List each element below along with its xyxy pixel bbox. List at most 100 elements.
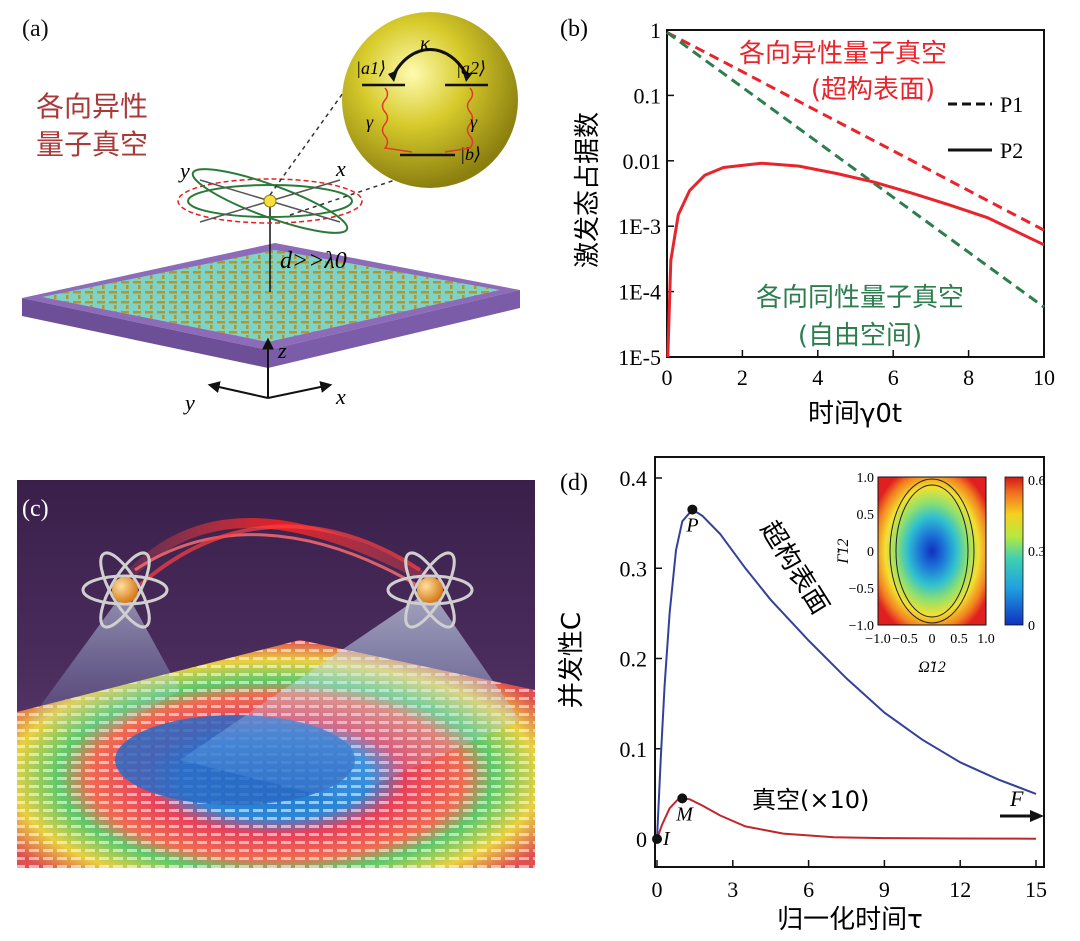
b-series-line-1 <box>666 31 1045 309</box>
panel-b-label: (b) <box>560 16 588 42</box>
inset-ytick-label: −0.5 <box>849 582 874 597</box>
distance-label: d>>λ0 <box>280 248 347 274</box>
d-point-I <box>652 834 662 844</box>
inset-ytick-label: 1.0 <box>857 471 875 486</box>
b-series-line-2 <box>666 161 1045 358</box>
panel-d-xlabel: 归一化时间τ <box>777 905 923 935</box>
legend-p2-label: P2 <box>1000 138 1023 163</box>
d-series-line-0 <box>656 508 1037 840</box>
ket-a1-label: |a1⟩ <box>356 58 386 78</box>
d-ytick-label: 0.4 <box>620 466 648 491</box>
b-ytick-label: 1E-3 <box>618 214 661 239</box>
axis-x-bottom-label: x <box>335 384 346 409</box>
panel-d-arrow-f-label: F <box>1009 786 1024 811</box>
panel-d-label: (d) <box>560 470 588 496</box>
panel-a-label: (a) <box>22 16 49 42</box>
cbar-tick-0: 0.6 <box>1028 474 1046 489</box>
d-ytick-label: 0 <box>636 827 647 852</box>
b-xtick-label: 2 <box>737 365 748 390</box>
d-xtick-label: 0 <box>652 877 663 902</box>
panel-d-arrow-f-head <box>1030 810 1044 822</box>
d-xtick-label: 3 <box>727 877 738 902</box>
panel-b-aniso-line2: (超构表面) <box>811 75 935 105</box>
d-xtick-label: 12 <box>949 877 971 902</box>
atom-orbits <box>177 168 363 234</box>
d-point-P <box>687 504 698 515</box>
metasurface-slab <box>22 243 520 368</box>
panel-a-vacuum-line2: 量子真空 <box>36 128 148 161</box>
axis-z-label: z <box>277 338 287 363</box>
b-ytick-label: 1E-5 <box>618 345 661 370</box>
panel-d-ylabel: 并发性C <box>557 612 587 708</box>
inset-contour-outer <box>889 478 975 624</box>
d-point-label-M: M <box>675 803 694 825</box>
inset-contour-inner <box>895 484 969 618</box>
panel-b-frame <box>666 29 1045 358</box>
inset-xlabel: Ω̃12 <box>918 659 946 676</box>
panel-b-xlabel: 时间γ0t <box>808 399 902 429</box>
legend-p1-label: P1 <box>1000 92 1023 117</box>
inset-ytick-label: 0 <box>867 545 874 560</box>
b-xtick-label: 6 <box>888 365 899 390</box>
b-series-line-0 <box>666 31 1045 232</box>
inset-xtick-label: 0 <box>929 632 936 647</box>
cbar-tick-2: 0 <box>1028 619 1035 634</box>
inset-ylabel: Γ̃12 <box>835 538 852 564</box>
kappa-label: κ <box>420 33 430 55</box>
cbar-tick-1: 0.3 <box>1028 545 1046 560</box>
inset-xtick-label: −1.0 <box>865 632 890 647</box>
decay-wave-right <box>444 87 474 153</box>
panel-b-iso-line2: (自由空间) <box>798 321 922 351</box>
b-xtick-label: 8 <box>963 365 974 390</box>
atom-right <box>386 551 474 629</box>
panel-c: (c) <box>17 480 535 868</box>
d-xtick-label: 15 <box>1025 877 1047 902</box>
inset-heat-area <box>878 477 986 625</box>
panel-d-frame <box>654 456 1045 868</box>
inset-xtick-label: −0.5 <box>892 632 917 647</box>
panel-b-ylabel: 激发态占据数 <box>573 112 603 268</box>
coupling-arrow <box>390 48 470 79</box>
b-ytick-label: 1E-4 <box>618 280 661 305</box>
inset-colorbar <box>1004 476 1024 626</box>
level-diagram-sphere <box>342 12 518 188</box>
decay-wave-left <box>381 87 413 153</box>
entanglement-wave <box>126 517 433 585</box>
b-ytick-label: 1 <box>650 18 661 43</box>
atom-left <box>81 551 169 629</box>
axis-y-top-label: y <box>178 158 190 183</box>
b-xtick-label: 10 <box>1033 365 1055 390</box>
panel-d-vacuum-label: 真空(×10) <box>752 786 869 814</box>
b-ytick-label: 0.1 <box>634 83 662 108</box>
inset-heatmap: 0.6 0.3 0 −1.0 −0.5 0 0.5 1.01.00.50−0.5−1.0… <box>835 471 1046 676</box>
axis-x-top-label: x <box>335 156 346 181</box>
d-xtick-label: 9 <box>879 877 890 902</box>
b-ytick-label: 0.01 <box>623 149 662 174</box>
panel-a: (a) 各向异性 量子真空 z x y d>>λ0 <box>22 12 520 415</box>
panel-d-metasurface-label: 超构表面 <box>754 516 835 620</box>
inset-xtick-label: 1.0 <box>977 632 995 647</box>
d-series-line-1 <box>656 797 1037 840</box>
panel-c-label: (c) <box>22 496 49 522</box>
b-xtick-label: 4 <box>812 365 823 390</box>
ket-a2-label: |a2⟩ <box>456 58 486 78</box>
gamma-left-label: γ <box>366 112 374 132</box>
panel-b-chart: (b) 0 2 4 6 8 10 1 0.1 0.01 1E-3 1E-4 1E-5 激发态占据数 时… <box>560 16 1055 429</box>
d-xtick-label: 6 <box>803 877 814 902</box>
axis-y-bottom-label: y <box>183 390 195 415</box>
d-ytick-label: 0.3 <box>620 556 648 581</box>
d-point-label-I: I <box>662 828 671 850</box>
inset-frame <box>877 476 987 626</box>
d-ytick-label: 0.2 <box>620 647 648 672</box>
gamma-right-label: γ <box>470 112 478 132</box>
d-point-M <box>677 793 688 804</box>
inset-xtick-label: 0.5 <box>950 632 968 647</box>
slab-axes <box>207 337 333 399</box>
panel-d-chart: (d) 0 3 6 9 12 15 0 0.1 0.2 0.3 0.4 P MI 并发性C 归一化时间τ… <box>557 456 1047 935</box>
panel-b-legend: P1 P2 <box>948 92 1023 163</box>
inset-ytick-label: −1.0 <box>849 619 874 634</box>
panel-b-aniso-line1: 各向异性量子真空 <box>739 39 947 69</box>
inset-ytick-label: 0.5 <box>857 508 875 523</box>
beam-right <box>180 590 520 800</box>
